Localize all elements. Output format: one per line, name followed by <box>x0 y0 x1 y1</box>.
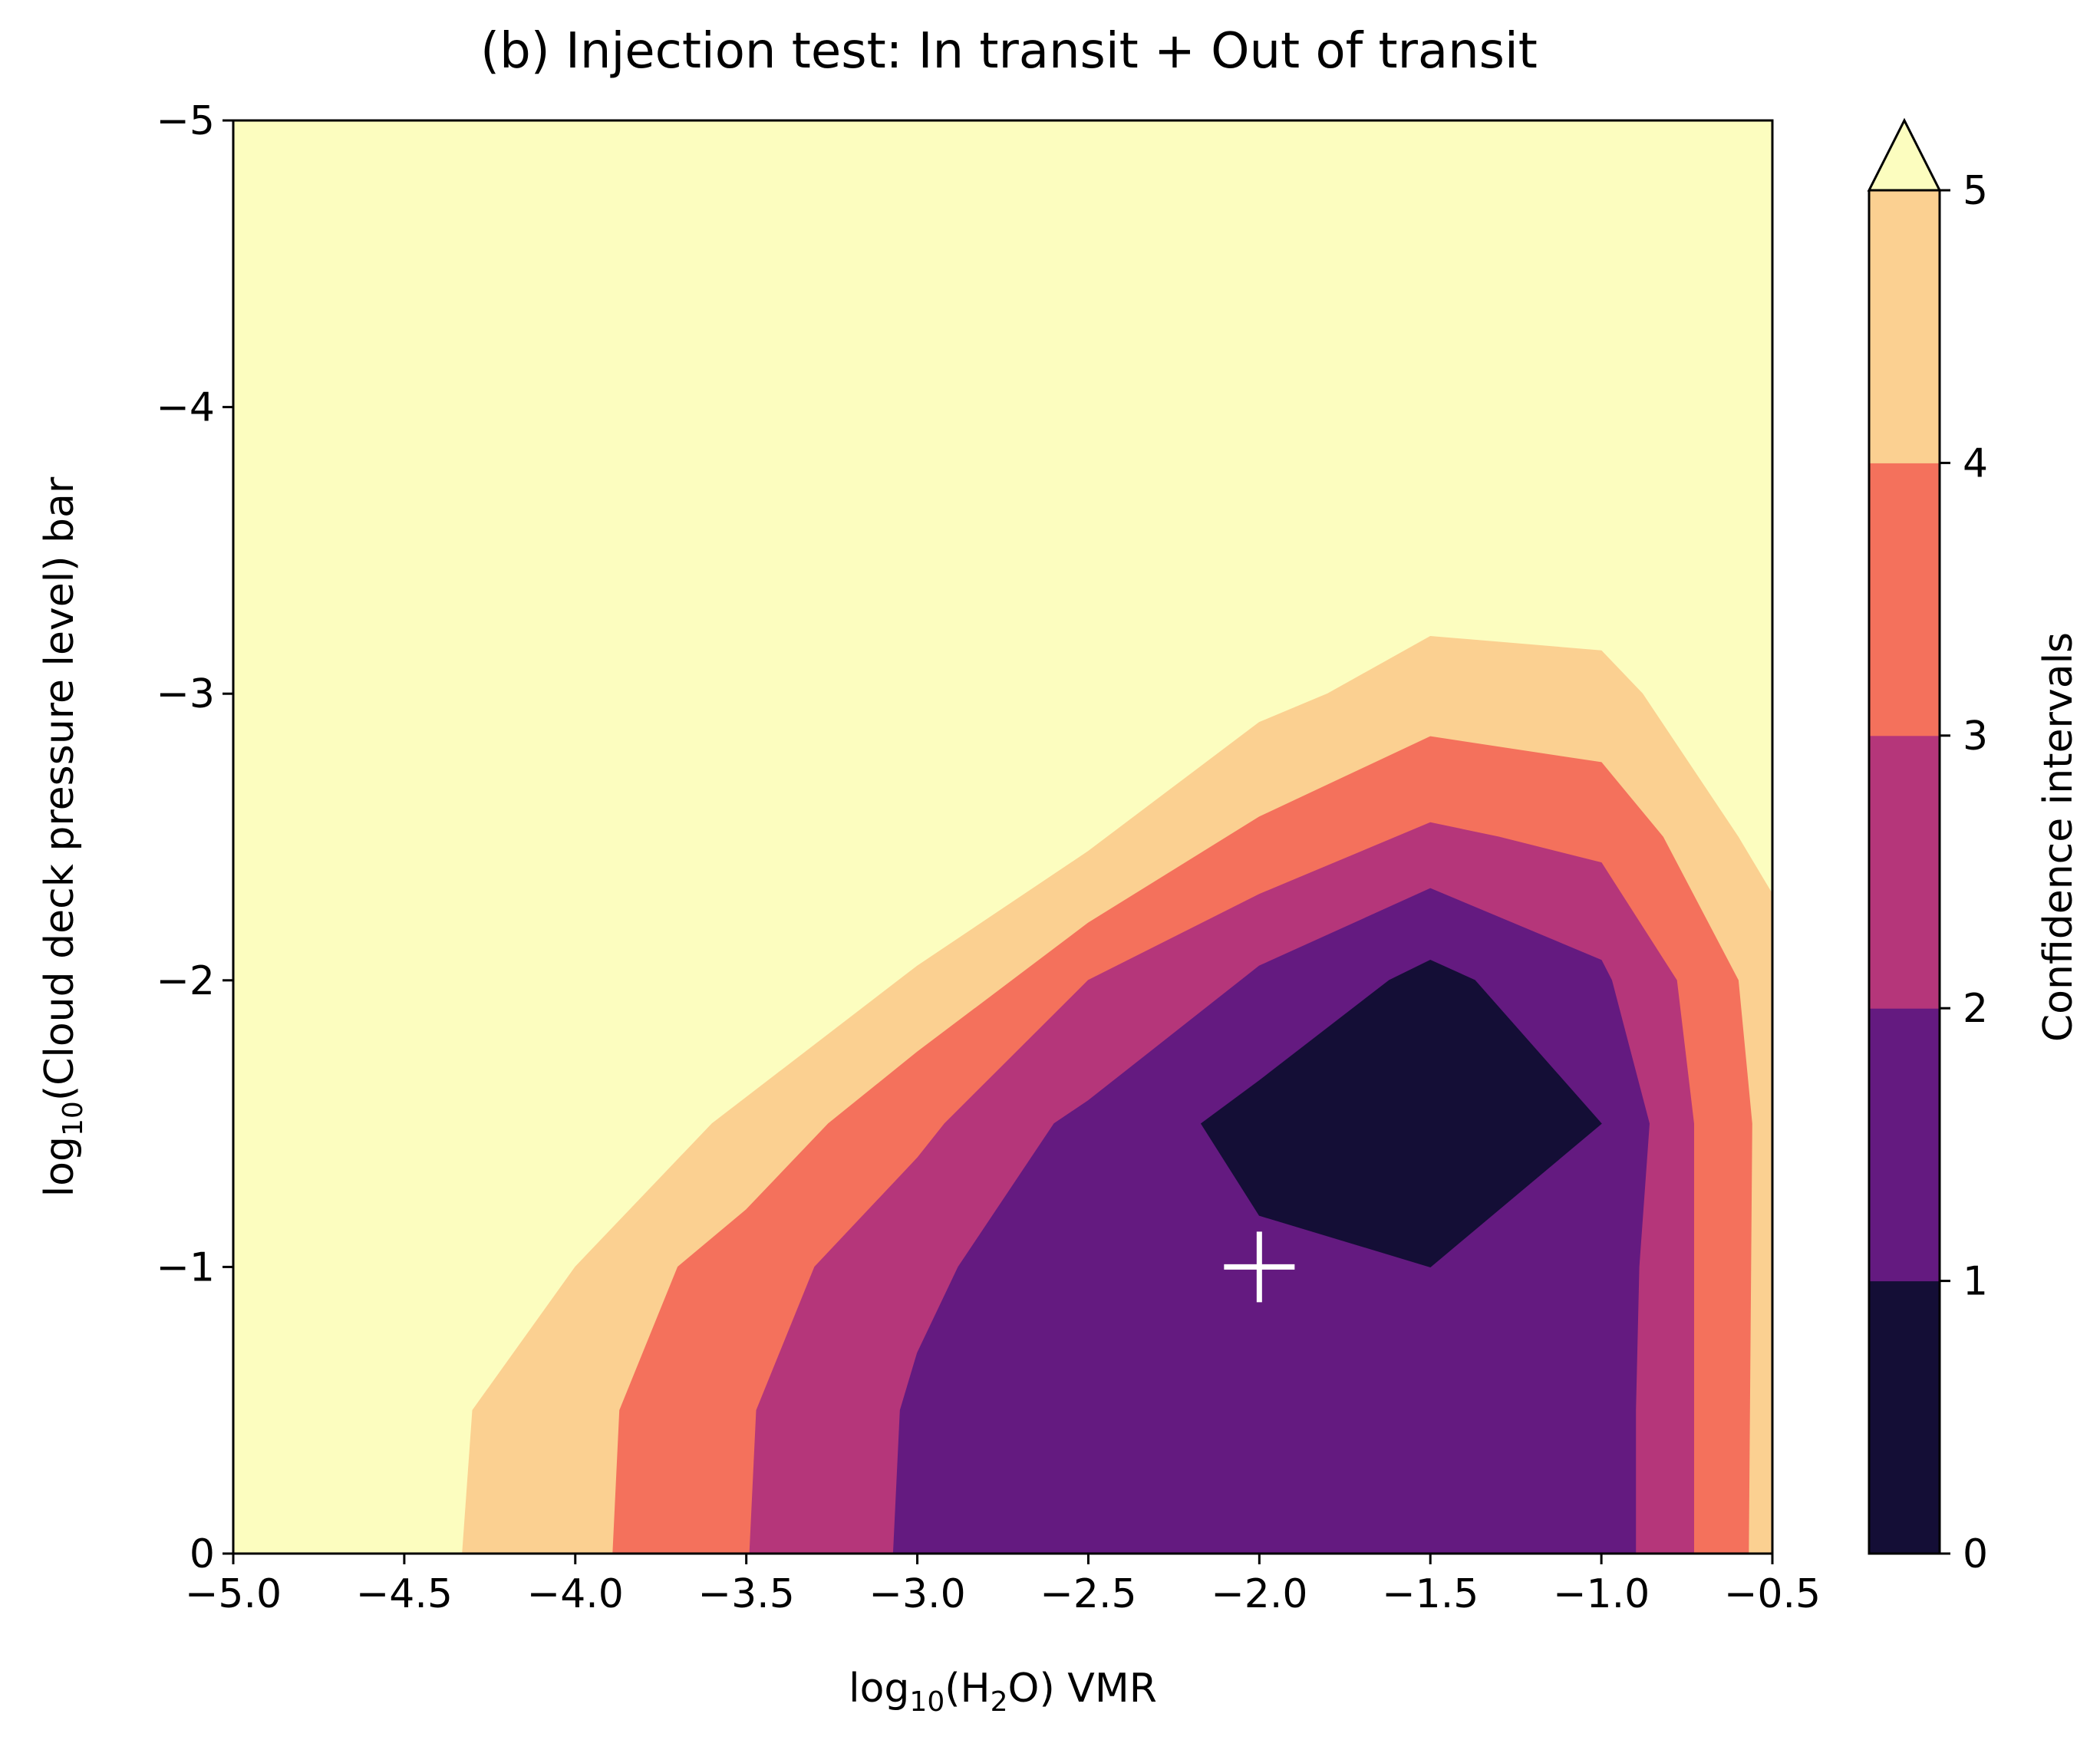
x-tick-label: −2.0 <box>1211 1571 1307 1617</box>
x-tick-label: −4.5 <box>356 1571 453 1617</box>
y-tick-label: −4 <box>156 385 215 431</box>
colorbar-extend-arrow <box>1867 117 1942 192</box>
y-tick-label: −5 <box>156 98 215 144</box>
colorbar-label: Confidence intervals <box>2036 632 2082 1042</box>
colorbar-band-1-2 <box>1868 1007 1940 1282</box>
y-tick-label: −3 <box>156 671 215 717</box>
x-tick-label: −3.0 <box>869 1571 965 1617</box>
chart-title: (b) Injection test: In transit + Out of … <box>480 23 1538 80</box>
colorbar-tick-label: 0 <box>1963 1531 1988 1577</box>
colorbar-tick-label: 2 <box>1963 986 1988 1032</box>
colorbar: 0 1 2 3 4 5 Confidence intervals <box>1867 117 2082 1577</box>
plot-area <box>232 119 1774 1555</box>
x-tick-label: −5.0 <box>185 1571 282 1617</box>
y-axis-label: log10(Cloud deck pressure level) bar <box>37 476 89 1197</box>
colorbar-frame <box>1868 190 1941 1555</box>
colorbar-ticks: 0 1 2 3 4 5 <box>1940 168 1988 1577</box>
y-axis-ticks: −5 −4 −3 −2 −1 0 <box>156 98 233 1577</box>
contour-regions <box>462 635 1773 1554</box>
colorbar-band-0-1 <box>1868 1280 1940 1554</box>
y-tick-label: −1 <box>156 1244 215 1290</box>
colorbar-tick-label: 4 <box>1963 440 1988 486</box>
x-tick-label: −4.0 <box>527 1571 624 1617</box>
y-tick-label: 0 <box>190 1531 215 1577</box>
colorbar-band-2-3 <box>1868 735 1940 1009</box>
plot-frame <box>232 119 1774 1555</box>
colorbar-tick-label: 5 <box>1963 168 1988 214</box>
x-tick-label: −0.5 <box>1724 1571 1821 1617</box>
y-tick-label: −2 <box>156 958 215 1004</box>
x-tick-label: −2.5 <box>1040 1571 1136 1617</box>
contour-region-0-1 <box>1200 960 1602 1267</box>
x-tick-label: −1.5 <box>1382 1571 1479 1617</box>
colorbar-band-3-4 <box>1868 462 1940 737</box>
x-tick-label: −3.5 <box>698 1571 795 1617</box>
colorbar-tick-label: 1 <box>1963 1259 1988 1305</box>
colorbar-bands <box>1868 189 1940 1554</box>
injected-value-marker <box>1224 1231 1295 1303</box>
x-tick-label: −1.0 <box>1553 1571 1650 1617</box>
x-axis-label: log10(H2O) VMR <box>849 1666 1157 1718</box>
x-axis-ticks: −5.0 −4.5 −4.0 −3.5 −3.0 −2.5 −2.0 −1.5 −1.0 −0.5 <box>185 1554 1821 1617</box>
colorbar-tick-label: 3 <box>1963 713 1988 760</box>
colorbar-band-4-5 <box>1868 189 1940 463</box>
